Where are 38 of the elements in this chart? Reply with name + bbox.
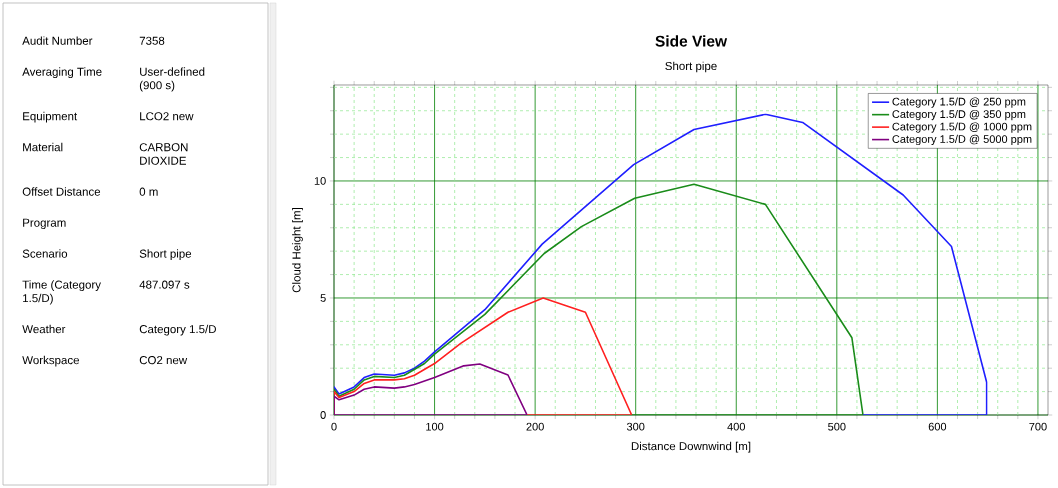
legend-label: Category 1.5/D @ 1000 ppm (892, 122, 1032, 133)
category-label: Program (23, 218, 66, 230)
legend-label: Category 1.5/D @ 250 ppm (892, 97, 1026, 108)
y-tick-label: 0 (320, 411, 326, 419)
y-axis-title: Cloud Height [m] (292, 208, 303, 293)
x-tick-label: 200 (526, 422, 544, 431)
y-tick-label: 5 (320, 294, 326, 302)
chart-title: Side View (655, 35, 728, 47)
text: CARBON DIOXIDE (139, 143, 188, 165)
category-label: Material (23, 142, 63, 152)
category-label: Weather (22, 324, 66, 334)
legend-label: Category 1.5/D @ 350 ppm (892, 109, 1026, 121)
x-axis-title: Distance Downwind [m] (631, 441, 751, 453)
category-label: Audit Number (22, 36, 93, 45)
category-label: Equipment (23, 111, 78, 123)
text: Category 1.5/D (139, 324, 216, 336)
x-tick-label: 400 (727, 422, 745, 431)
x-tick-label: 700 (1029, 422, 1047, 431)
x-tick-label: 500 (828, 422, 846, 431)
y-tick-label: 10 (314, 177, 326, 185)
text: CO2 new (139, 356, 188, 365)
text: 0 m (139, 187, 158, 196)
category-label: Averaging Time (22, 67, 102, 79)
category-label: Workspace (22, 355, 79, 367)
chart-subtitle: Short pipe (665, 61, 717, 73)
x-tick-label: 100 (426, 422, 444, 431)
category-label: Scenario (22, 249, 68, 258)
text: Short pipe (139, 249, 192, 260)
x-tick-label: 0 (331, 422, 337, 431)
legend-label: Category 1.5/D @ 5000 ppm (892, 134, 1032, 146)
category-label: Offset Distance (22, 187, 101, 196)
text: LCO2 new (140, 112, 194, 121)
text: User-defined (900 s) (139, 67, 205, 92)
x-tick-label: 600 (928, 422, 947, 431)
text: 7358 (139, 36, 165, 45)
x-tick-label: 300 (626, 422, 645, 431)
category-label: Time (Category 1.5/D) (22, 280, 101, 305)
text: 487.097 s (139, 280, 190, 289)
